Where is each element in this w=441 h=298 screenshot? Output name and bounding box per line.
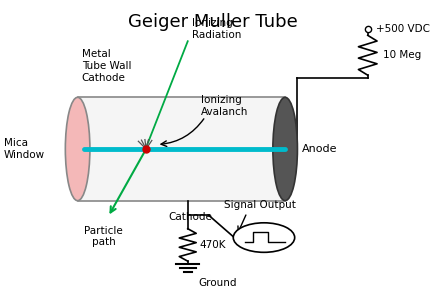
Text: 470K: 470K [200, 240, 226, 250]
Text: Signal Output: Signal Output [224, 200, 295, 209]
Bar [78, 97, 285, 201]
Text: Cathode: Cathode [168, 212, 212, 223]
Text: Ground: Ground [198, 278, 237, 288]
Text: Geiger Muller Tube: Geiger Muller Tube [128, 13, 298, 31]
Text: Anode: Anode [302, 144, 338, 154]
Text: Metal
Tube Wall
Cathode: Metal Tube Wall Cathode [82, 49, 131, 83]
Ellipse shape [273, 97, 297, 201]
Text: +500 VDC: +500 VDC [376, 24, 430, 35]
Text: Ionizing
Radiation: Ionizing Radiation [192, 18, 241, 40]
Text: Ionizing
Avalanch: Ionizing Avalanch [201, 95, 249, 117]
Text: 10 Meg: 10 Meg [382, 50, 421, 60]
Ellipse shape [65, 97, 90, 201]
Text: Particle
path: Particle path [84, 226, 123, 247]
Text: Mica
Window: Mica Window [4, 138, 45, 160]
FancyArrowPatch shape [111, 151, 145, 212]
Ellipse shape [233, 223, 295, 252]
